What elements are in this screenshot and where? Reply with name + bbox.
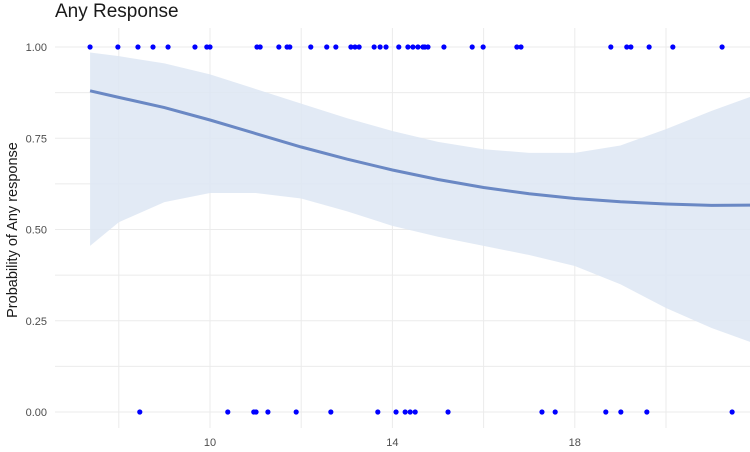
data-point [253, 409, 259, 415]
x-tick-label: 14 [386, 437, 398, 449]
data-point [425, 44, 431, 50]
data-point [165, 44, 171, 50]
data-point [377, 44, 383, 50]
y-axis-ticks: 0.00 0.25 0.50 0.75 1.00 [26, 42, 47, 419]
data-points [87, 44, 735, 415]
data-point [328, 409, 334, 415]
data-point [405, 44, 411, 50]
x-tick-label: 10 [204, 437, 216, 449]
data-point [207, 44, 213, 50]
data-point [480, 44, 486, 50]
data-point [670, 44, 676, 50]
data-point [603, 409, 609, 415]
data-point [324, 44, 330, 50]
data-point [441, 44, 447, 50]
data-point [383, 44, 389, 50]
data-point [393, 409, 399, 415]
data-point [115, 44, 121, 50]
y-tick-label: 0.75 [26, 133, 47, 145]
data-point [646, 44, 652, 50]
fit-line [89, 89, 750, 207]
y-tick-label: 0.50 [26, 225, 47, 237]
data-point [628, 44, 634, 50]
data-point [257, 44, 263, 50]
data-point [371, 44, 377, 50]
data-point [333, 44, 339, 50]
data-point [352, 44, 358, 50]
data-point [729, 409, 735, 415]
data-point [265, 409, 271, 415]
data-point [287, 44, 293, 50]
data-point [539, 409, 545, 415]
chart-title: Any Response [55, 1, 179, 22]
data-point [402, 409, 408, 415]
data-point [135, 44, 141, 50]
data-point [410, 44, 416, 50]
x-tick-label: 18 [569, 437, 581, 449]
data-point [608, 44, 614, 50]
data-point [356, 44, 362, 50]
data-point [624, 44, 630, 50]
data-point [276, 44, 282, 50]
data-point [469, 44, 475, 50]
data-point [192, 44, 198, 50]
data-point [225, 409, 231, 415]
data-point [87, 44, 93, 50]
data-point [552, 409, 558, 415]
data-point [445, 409, 451, 415]
y-tick-label: 1.00 [26, 42, 47, 54]
confidence-ribbon [90, 52, 750, 342]
y-tick-label: 0.25 [26, 316, 47, 328]
y-tick-label: 0.00 [26, 407, 47, 419]
data-point [308, 44, 314, 50]
data-point [375, 409, 381, 415]
data-point [644, 409, 650, 415]
data-point [415, 44, 421, 50]
data-point [137, 409, 143, 415]
data-point [618, 409, 624, 415]
data-point [412, 409, 418, 415]
data-point [150, 44, 156, 50]
data-point [719, 44, 725, 50]
x-axis-ticks: 10 14 18 [204, 437, 581, 449]
data-point [518, 44, 524, 50]
data-point [407, 409, 413, 415]
data-point [396, 44, 402, 50]
data-point [348, 44, 354, 50]
data-point [514, 44, 520, 50]
data-point [293, 409, 299, 415]
